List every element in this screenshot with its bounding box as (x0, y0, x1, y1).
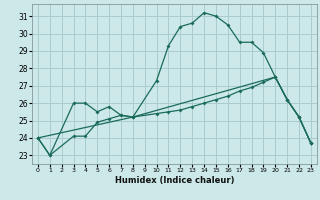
X-axis label: Humidex (Indice chaleur): Humidex (Indice chaleur) (115, 176, 234, 185)
